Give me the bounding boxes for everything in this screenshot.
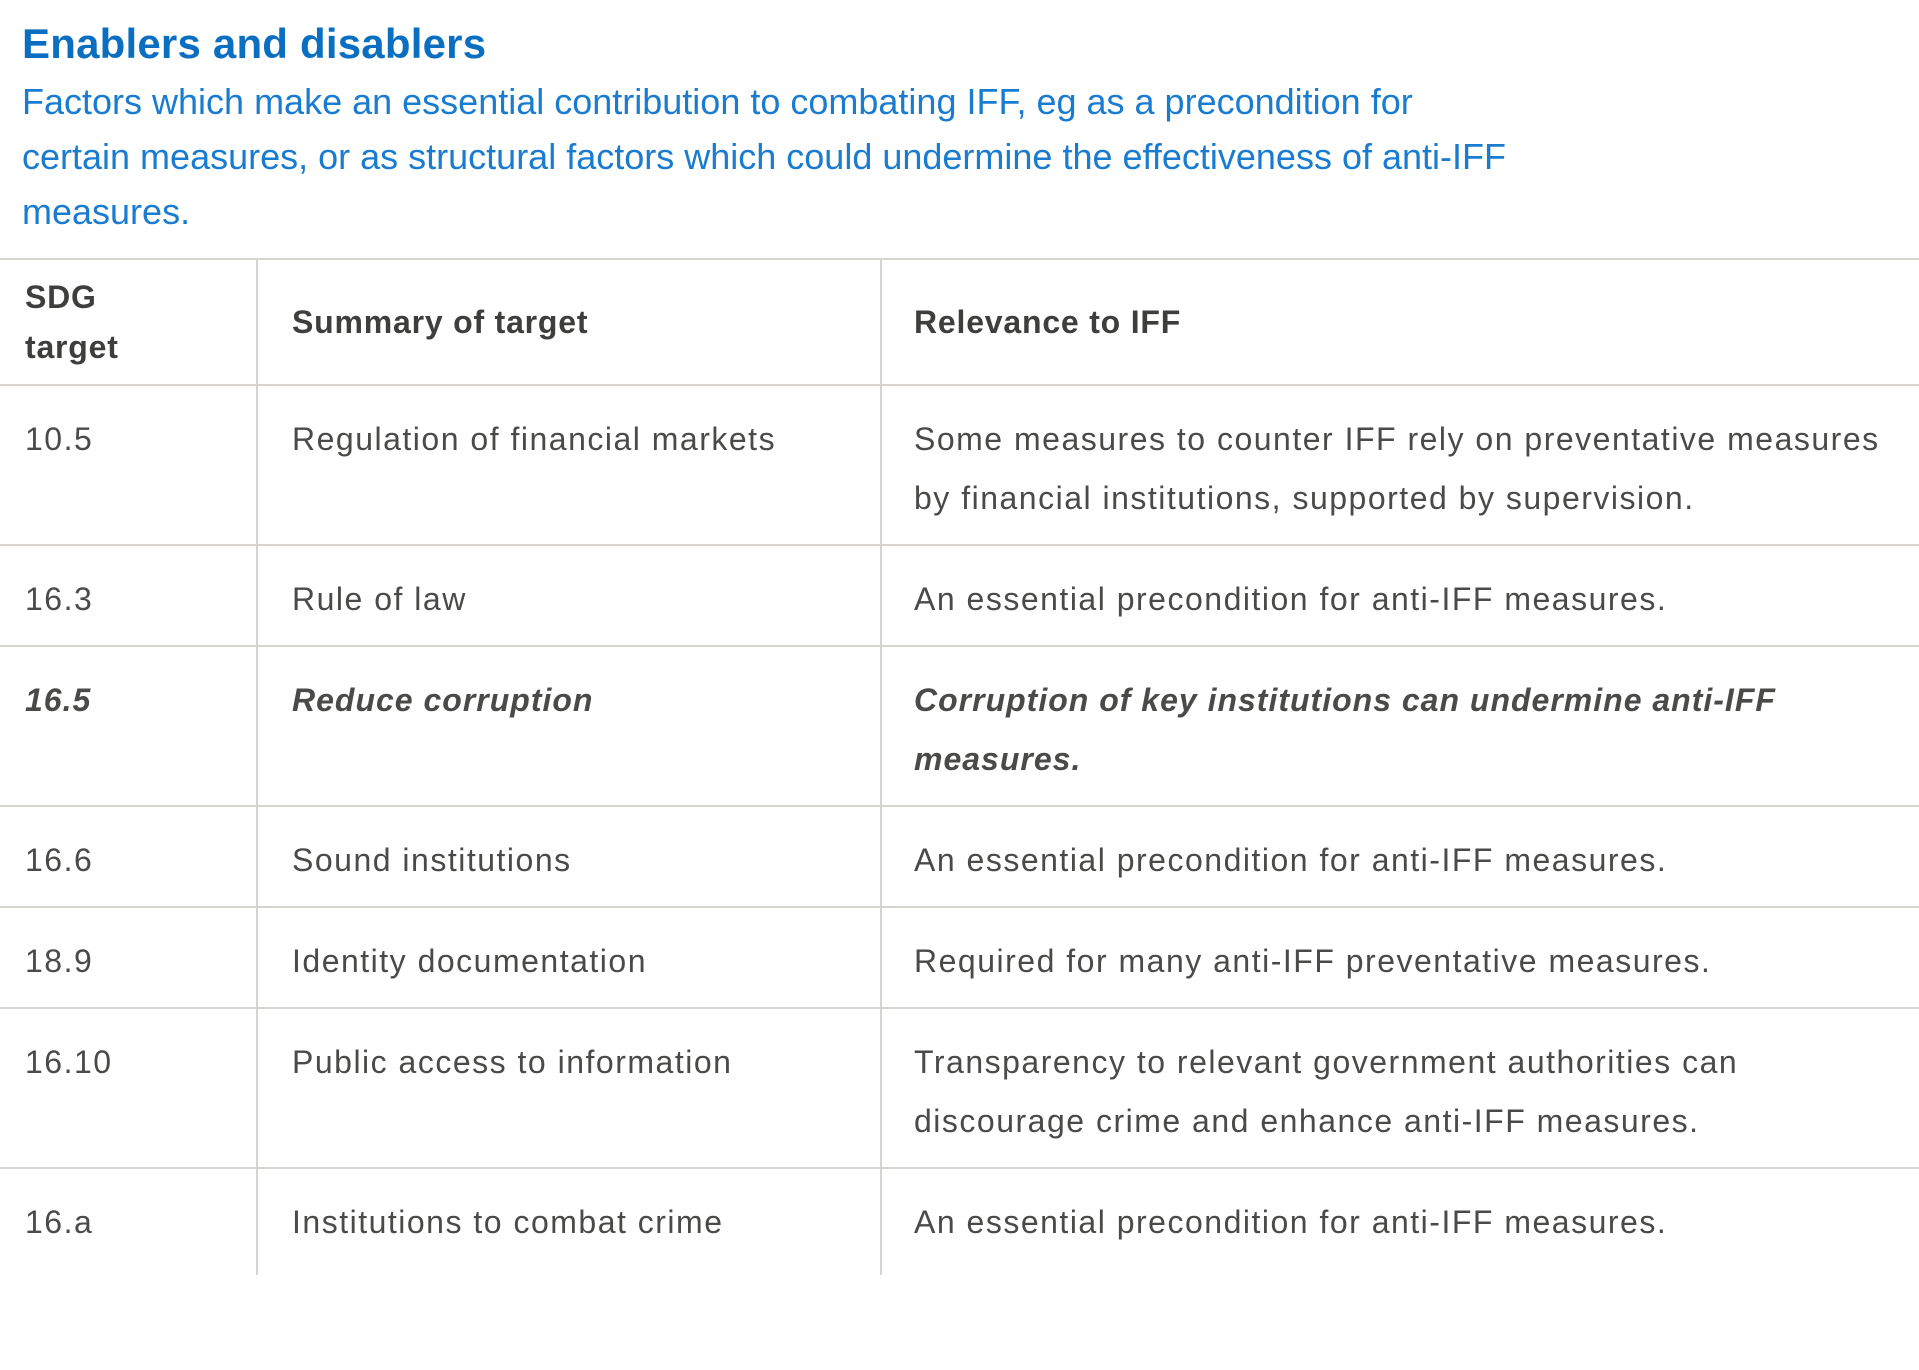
cell-sdg-target: 18.9 [0, 906, 257, 1008]
column-header-label: SDG target [25, 279, 119, 365]
column-header-sdg-target: SDG target [0, 258, 257, 385]
cell-summary: Public access to information [256, 1007, 881, 1168]
cell-relevance: Required for many anti-IFF preventative … [880, 906, 1919, 1008]
cell-summary: Identity documentation [256, 906, 881, 1008]
table-row: 16.3 Rule of law An essential preconditi… [0, 544, 1919, 646]
table-row: 16.6 Sound institutions An essential pre… [0, 805, 1919, 907]
cell-sdg-target: 16.10 [0, 1007, 257, 1168]
table-row: 18.9 Identity documentation Required for… [0, 906, 1919, 1008]
cell-relevance: An essential precondition for anti-IFF m… [880, 544, 1919, 646]
cell-sdg-target: 16.6 [0, 805, 257, 907]
column-header-relevance-to-iff: Relevance to IFF [880, 258, 1919, 385]
page-subtitle-line: measures. [22, 191, 191, 232]
cell-sdg-target: 16.5 [0, 645, 257, 806]
table-row-emphasized: 16.5 Reduce corruption Corruption of key… [0, 645, 1919, 806]
cell-summary: Reduce corruption [256, 645, 881, 806]
cell-relevance: Transparency to relevant government auth… [880, 1007, 1919, 1168]
cell-relevance: Some measures to counter IFF rely on pre… [880, 384, 1919, 545]
page-title: Enablers and disablers [22, 20, 487, 67]
cell-sdg-target: 10.5 [0, 384, 257, 545]
cell-summary: Sound institutions [256, 805, 881, 907]
cell-summary: Rule of law [256, 544, 881, 646]
table-row: 16.10 Public access to information Trans… [0, 1007, 1919, 1168]
table-header-row: SDG target Summary of target Relevance t… [0, 258, 1919, 385]
cell-relevance: Corruption of key institutions can under… [880, 645, 1919, 806]
page-subtitle-line: Factors which make an essential contribu… [22, 81, 1413, 122]
cell-relevance: An essential precondition for anti-IFF m… [880, 1167, 1919, 1275]
cell-sdg-target: 16.a [0, 1167, 257, 1275]
table-row: 10.5 Regulation of financial markets Som… [0, 384, 1919, 545]
cell-summary: Regulation of financial markets [256, 384, 881, 545]
page-subtitle: Factors which make an essential contribu… [22, 74, 1919, 239]
column-header-summary-of-target: Summary of target [256, 258, 881, 385]
cell-relevance: An essential precondition for anti-IFF m… [880, 805, 1919, 907]
cell-sdg-target: 16.3 [0, 544, 257, 646]
page-subtitle-line: certain measures, or as structural facto… [22, 136, 1506, 177]
cell-summary: Institutions to combat crime [256, 1167, 881, 1275]
sdg-targets-table: SDG target Summary of target Relevance t… [0, 258, 1919, 1275]
table-row: 16.a Institutions to combat crime An ess… [0, 1167, 1919, 1275]
